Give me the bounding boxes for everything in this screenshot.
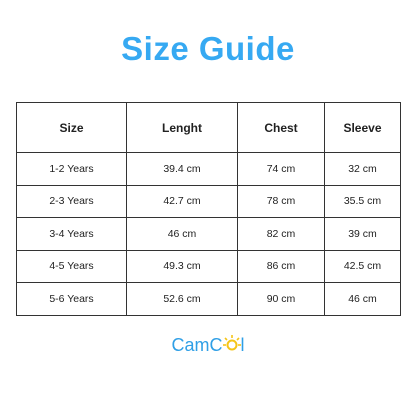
table-cell: 39.4 cm — [126, 152, 238, 186]
table-row: 2-3 Years 42.7 cm 78 cm 35.5 cm — [16, 184, 401, 218]
table-row: 4-5 Years 49.3 cm 86 cm 42.5 cm — [16, 249, 401, 283]
table-row: 5-6 Years 52.6 cm 90 cm 46 cm — [16, 282, 401, 316]
logo-text: CamC — [171, 335, 223, 355]
table-cell: 52.6 cm — [126, 282, 238, 316]
header-cell: Lenght — [126, 102, 238, 153]
table-cell: 86 cm — [237, 249, 325, 283]
table-cell: 49.3 cm — [126, 249, 238, 283]
table-cell: 5-6 Years — [16, 282, 127, 316]
table-cell: 46 cm — [126, 217, 238, 251]
table-cell: 42.7 cm — [126, 184, 238, 218]
table-cell: 2-3 Years — [16, 184, 127, 218]
table-cell: 35.5 cm — [324, 184, 401, 218]
table-cell: 1-2 Years — [16, 152, 127, 186]
logo-text: l — [240, 335, 245, 355]
header-cell: Sleeve — [324, 102, 401, 153]
table-cell: 42.5 cm — [324, 249, 401, 283]
title: Size Guide — [121, 30, 295, 67]
table-cell: 78 cm — [237, 184, 325, 218]
table-cell: 4-5 Years — [16, 249, 127, 283]
table-cell: 46 cm — [324, 282, 401, 316]
sun-icon — [222, 335, 241, 351]
table-row: 3-4 Years 46 cm 82 cm 39 cm — [16, 217, 401, 251]
header-cell: Size — [16, 102, 127, 153]
table-cell: 32 cm — [324, 152, 401, 186]
header-row: Size Lenght Chest Sleeve — [16, 102, 401, 153]
header-cell: Chest — [237, 102, 325, 153]
table-cell: 3-4 Years — [16, 217, 127, 251]
table-cell: 74 cm — [237, 152, 325, 186]
table-cell: 90 cm — [237, 282, 325, 316]
table-row: 1-2 Years 39.4 cm 74 cm 32 cm — [16, 152, 401, 186]
size-table: Size Lenght Chest Sleeve 1-2 Years 39.4 cm 74… — [16, 102, 401, 316]
table-cell: 82 cm — [237, 217, 325, 251]
table-cell: 39 cm — [324, 217, 401, 251]
logo: CamC l — [0, 334, 416, 356]
table-body: 1-2 Years 39.4 cm 74 cm 32 cm 2-3 Years 42.7 … — [16, 152, 401, 316]
